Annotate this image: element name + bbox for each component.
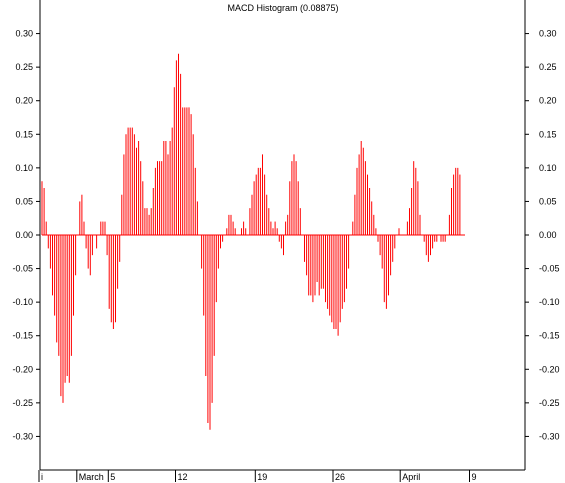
y-tick-label-right: 0.30	[539, 29, 557, 39]
y-tick-label-left: -0.05	[12, 264, 33, 274]
y-tick-label-right: -0.30	[539, 431, 560, 441]
chart-title: MACD Histogram (0.08875)	[227, 3, 338, 13]
y-tick-label-left: -0.25	[12, 398, 33, 408]
x-tick-label: March	[79, 472, 104, 482]
y-tick-label-right: -0.10	[539, 297, 560, 307]
y-tick-label-left: 0.25	[15, 62, 33, 72]
y-tick-label-right: 0.20	[539, 96, 557, 106]
y-tick-label-left: 0.05	[15, 196, 33, 206]
x-axis-ticks: i March 5 12 19 26 April 9	[38, 470, 477, 482]
x-tick-label: 5	[110, 472, 115, 482]
y-axis-ticks: 0.30 0.30 0.25 0.25 0.20 0.20 0.15 0.15 0.10 0.10…	[12, 29, 559, 442]
y-tick-label-left: -0.15	[12, 331, 33, 341]
x-tick-label: April	[402, 472, 420, 482]
y-tick-label-right: -0.25	[539, 398, 560, 408]
x-tick-label: 9	[472, 472, 477, 482]
y-tick-label-left: -0.30	[12, 431, 33, 441]
histogram-bars	[41, 53, 461, 430]
y-tick-label-left: -0.10	[12, 297, 33, 307]
x-tick-label: 26	[335, 472, 345, 482]
y-tick-label-right: 0.10	[539, 163, 557, 173]
x-tick-label: 12	[178, 472, 188, 482]
y-tick-label-left: 0.15	[15, 129, 33, 139]
x-tick-label: i	[41, 472, 43, 482]
y-tick-label-left: 0.30	[15, 29, 33, 39]
y-tick-label-right: -0.05	[539, 264, 560, 274]
y-tick-label-right: 0.15	[539, 129, 557, 139]
y-tick-label-right: 0.25	[539, 62, 557, 72]
x-tick-label: 19	[257, 472, 267, 482]
y-tick-label-right: -0.20	[539, 364, 560, 374]
y-tick-label-left: 0.00	[15, 230, 33, 240]
y-tick-label-right: -0.15	[539, 331, 560, 341]
y-tick-label-left: 0.10	[15, 163, 33, 173]
y-tick-label-right: 0.05	[539, 196, 557, 206]
y-tick-label-left: 0.20	[15, 96, 33, 106]
y-tick-label-right: 0.00	[539, 230, 557, 240]
y-tick-label-left: -0.20	[12, 364, 33, 374]
